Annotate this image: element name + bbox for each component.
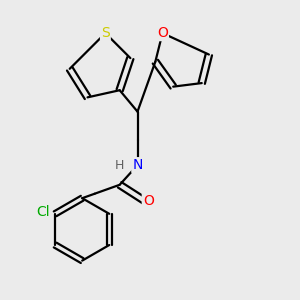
Text: Cl: Cl [36,205,50,219]
Text: S: S [101,26,110,40]
Text: H: H [115,159,124,172]
Text: N: N [132,158,143,172]
Text: O: O [143,194,154,208]
Text: O: O [157,26,168,40]
